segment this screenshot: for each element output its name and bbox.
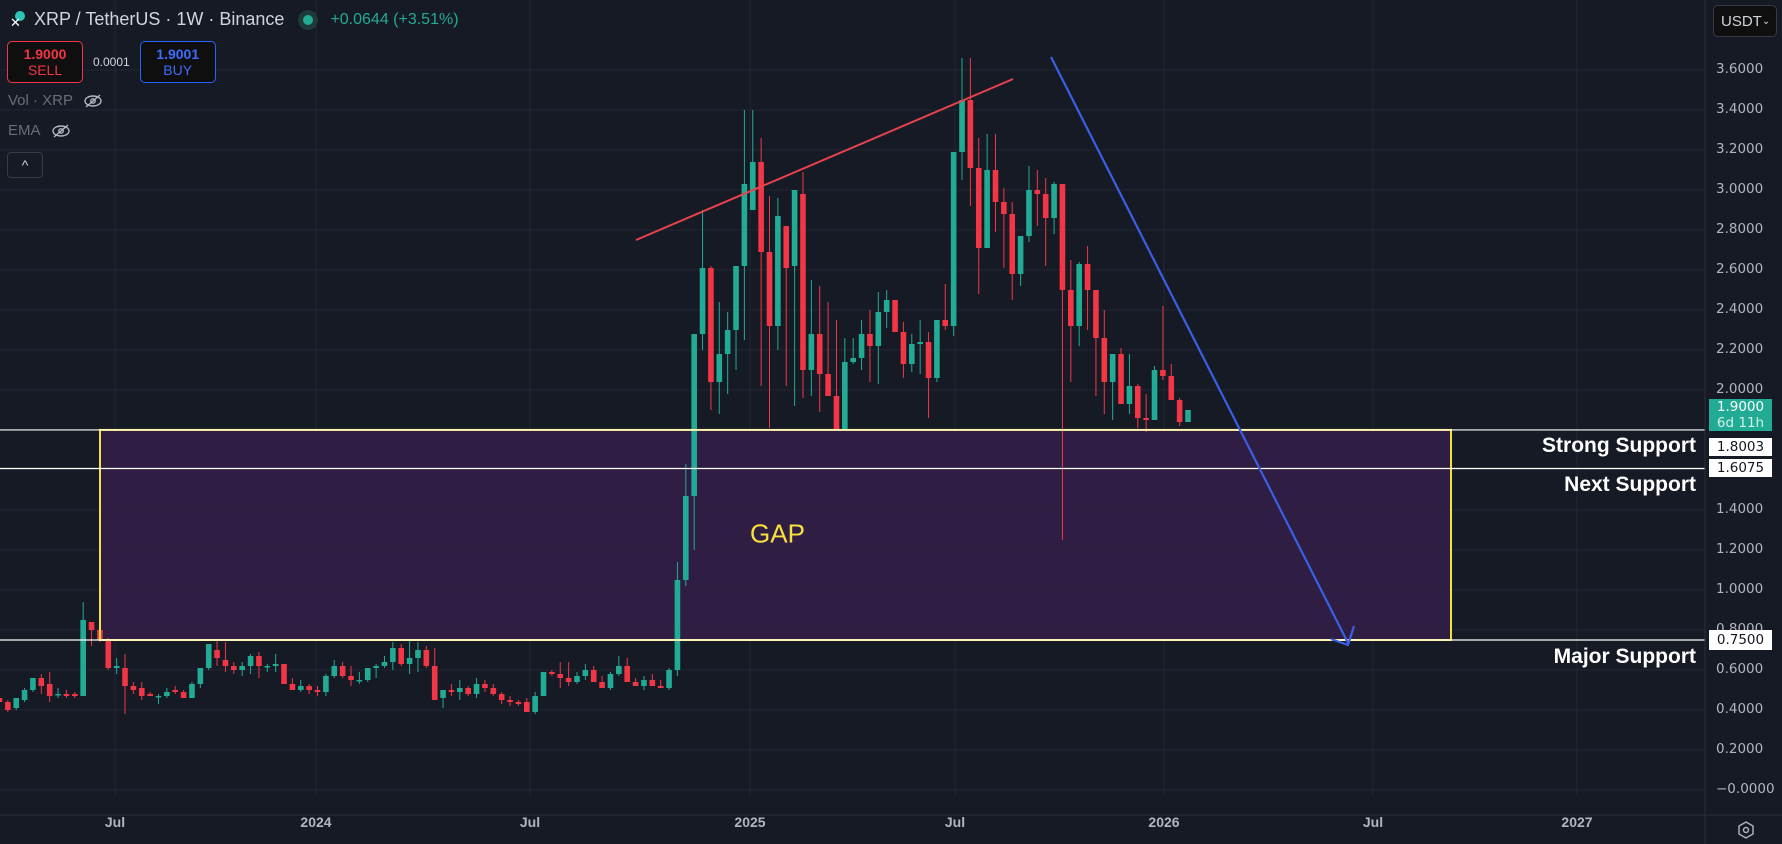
price-tick: 3.4000 bbox=[1716, 101, 1764, 117]
price-tick: 0.4000 bbox=[1716, 701, 1764, 717]
major-support-label[interactable]: Major Support bbox=[1553, 645, 1696, 668]
trade-panel: 1.9000 SELL 0.0001 1.9001 BUY bbox=[7, 41, 216, 83]
time-tick: Jul bbox=[519, 814, 541, 830]
candles bbox=[0, 58, 1191, 714]
chevron-down-icon: ⌄ bbox=[1761, 15, 1771, 27]
price-tick: 1.4000 bbox=[1716, 501, 1764, 517]
eye-hidden-icon[interactable] bbox=[83, 93, 103, 108]
price-tick: 2.8000 bbox=[1716, 221, 1764, 237]
time-tick: Jul bbox=[944, 814, 966, 830]
buy-label: BUY bbox=[163, 62, 193, 78]
price-tick: 3.0000 bbox=[1716, 181, 1764, 197]
price-tick: 2.2000 bbox=[1716, 341, 1764, 357]
chevron-up-icon: ^ bbox=[21, 157, 29, 173]
time-tick: 2025 bbox=[734, 814, 766, 830]
level-tag-next: 1.6075 bbox=[1709, 459, 1772, 477]
indicator-label: Vol · XRP bbox=[8, 92, 74, 109]
strong-support-label[interactable]: Strong Support bbox=[1542, 434, 1696, 457]
sell-button[interactable]: 1.9000 SELL bbox=[7, 41, 83, 83]
time-tick: 2026 bbox=[1148, 814, 1180, 830]
indicator-label: EMA bbox=[8, 122, 41, 139]
price-tick: 3.6000 bbox=[1716, 61, 1764, 77]
price-tick: 2.0000 bbox=[1716, 381, 1764, 397]
chart-settings-icon[interactable] bbox=[1736, 820, 1756, 840]
currency-label: USDT bbox=[1721, 12, 1762, 30]
xrp-logo-icon: ✕ bbox=[8, 10, 26, 30]
last-price: 1.9000 bbox=[1716, 399, 1765, 415]
collapse-legend-button[interactable]: ^ bbox=[7, 152, 43, 178]
symbol-title[interactable]: XRP / TetherUS · 1W · Binance bbox=[34, 9, 285, 29]
gap-label[interactable]: GAP bbox=[750, 518, 805, 549]
sell-label: SELL bbox=[27, 62, 63, 78]
price-tick: −0.0000 bbox=[1716, 781, 1775, 797]
drawings[interactable] bbox=[0, 56, 1705, 647]
spread-value: 0.0001 bbox=[93, 55, 130, 69]
gap-zone[interactable] bbox=[99, 429, 1451, 640]
price-tick: 0.2000 bbox=[1716, 741, 1764, 757]
price-tick: 2.6000 bbox=[1716, 261, 1764, 277]
indicator-ema[interactable]: EMA bbox=[8, 122, 71, 139]
bar-countdown: 6d 11h bbox=[1716, 415, 1765, 431]
currency-selector[interactable]: USDT ⌄ bbox=[1713, 5, 1777, 37]
price-tick: 1.0000 bbox=[1716, 581, 1764, 597]
symbol-header[interactable]: ✕ XRP / TetherUS · 1W · Binance +0.0644 … bbox=[8, 9, 459, 30]
price-change: +0.0644 (+3.51%) bbox=[330, 10, 459, 28]
sell-price: 1.9000 bbox=[23, 46, 67, 62]
time-tick: 2024 bbox=[300, 814, 332, 830]
level-tag-major: 0.7500 bbox=[1709, 630, 1772, 650]
level-tag-strong: 1.8003 bbox=[1709, 438, 1772, 456]
indicator-volume[interactable]: Vol · XRP bbox=[8, 92, 103, 109]
time-tick: 2027 bbox=[1561, 814, 1593, 830]
time-tick: Jul bbox=[104, 814, 126, 830]
price-tick: 0.6000 bbox=[1716, 661, 1764, 677]
price-tick: 1.2000 bbox=[1716, 541, 1764, 557]
market-open-icon bbox=[298, 9, 319, 30]
buy-button[interactable]: 1.9001 BUY bbox=[139, 41, 216, 83]
price-tick: 3.2000 bbox=[1716, 141, 1764, 157]
price-tick: 2.4000 bbox=[1716, 301, 1764, 317]
time-tick: Jul bbox=[1362, 814, 1384, 830]
next-support-label[interactable]: Next Support bbox=[1564, 473, 1696, 496]
last-price-tag: 1.9000 6d 11h bbox=[1709, 399, 1772, 431]
buy-price: 1.9001 bbox=[156, 46, 200, 62]
eye-hidden-icon[interactable] bbox=[51, 123, 71, 138]
